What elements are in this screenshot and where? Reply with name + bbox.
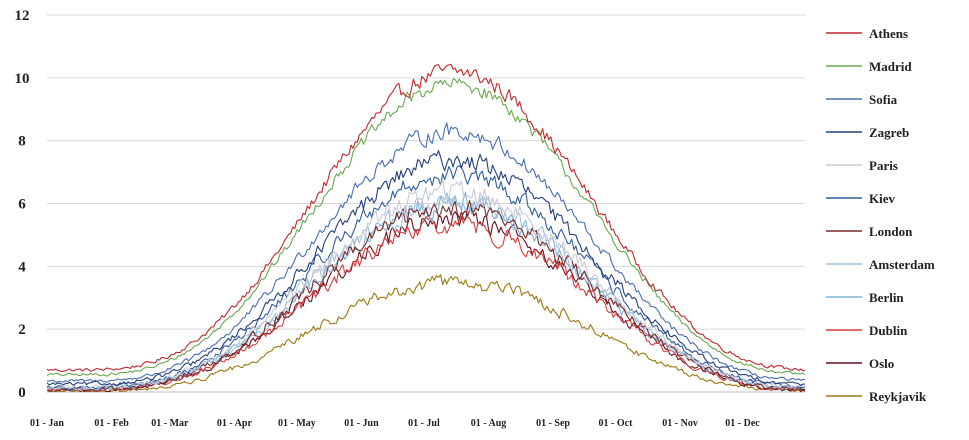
legend-label-berlin: Berlin <box>869 290 904 305</box>
x-tick-label: 01 - Jun <box>344 418 379 429</box>
y-tick-label: 8 <box>18 134 26 150</box>
x-tick-label: 01 - Nov <box>662 418 698 429</box>
x-tick-label: 01 - May <box>278 418 316 429</box>
series-line-london <box>46 199 806 392</box>
x-tick-label: 01 - Jul <box>408 418 440 429</box>
legend-label-paris: Paris <box>869 158 898 173</box>
y-tick-label: 10 <box>15 71 30 87</box>
legend: Athens Madrid Sofia Zagreb Paris Kiev London Am… <box>826 26 935 404</box>
x-tick-label: 01 - Sep <box>536 418 570 429</box>
legend-label-madrid: Madrid <box>869 59 912 74</box>
series-line-oslo <box>46 207 806 392</box>
legend-label-dublin: Dublin <box>869 323 908 338</box>
x-tick-label: 01 - Dec <box>725 418 760 429</box>
x-tick-label: 01 - Oct <box>599 418 634 429</box>
gridlines <box>47 14 805 393</box>
legend-label-reykjavik: Reykjavik <box>869 389 927 404</box>
x-tick-label: 01 - Apr <box>217 418 253 429</box>
x-tick-label: 01 - Mar <box>151 418 189 429</box>
y-tick-label: 6 <box>18 197 26 213</box>
y-tick-label: 2 <box>18 322 26 338</box>
x-tick-label: 01 - Jan <box>30 418 64 429</box>
legend-label-kiev: Kiev <box>869 191 895 206</box>
series-line-paris <box>46 178 806 391</box>
x-axis-ticks: 01 - Jan 01 - Feb 01 - Mar 01 - Apr 01 - May… <box>30 418 760 429</box>
series-line-kiev <box>46 165 806 391</box>
legend-label-athens: Athens <box>869 26 908 41</box>
x-tick-label: 01 - Aug <box>471 418 507 429</box>
series-line-madrid <box>46 78 806 377</box>
y-tick-label: 4 <box>18 259 26 275</box>
series-line-zagreb <box>46 150 806 387</box>
series-line-amsterdam <box>46 192 806 392</box>
series-line-athens <box>46 63 806 372</box>
legend-label-amsterdam: Amsterdam <box>869 257 935 272</box>
legend-label-london: London <box>869 224 913 239</box>
legend-label-oslo: Oslo <box>869 356 894 371</box>
y-tick-label: 0 <box>18 385 26 401</box>
series-line-sofia <box>46 122 806 383</box>
y-axis-ticks: 0 2 4 6 8 10 12 <box>15 8 30 401</box>
series-line-reykjavik <box>46 274 806 392</box>
x-tick-label: 01 - Feb <box>94 418 129 429</box>
series-line-dublin <box>46 215 806 392</box>
legend-label-zagreb: Zagreb <box>869 125 909 140</box>
y-tick-label: 12 <box>15 8 30 24</box>
series-lines <box>46 63 806 392</box>
legend-label-sofia: Sofia <box>869 92 898 107</box>
